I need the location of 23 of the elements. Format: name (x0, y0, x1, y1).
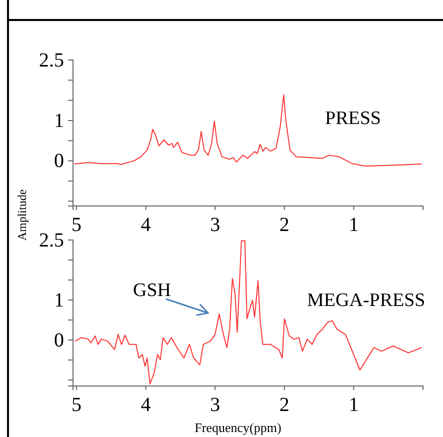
line-series (74, 240, 422, 384)
x-tick-label: 4 (140, 214, 151, 236)
x-tick-label: 1 (348, 214, 359, 236)
x-tick-label: 1 (348, 394, 359, 416)
x-tick-label: 3 (210, 214, 220, 236)
annotation: MEGA-PRESS (307, 290, 426, 311)
annotation: PRESS (325, 108, 381, 129)
x-tick-label: 2 (279, 214, 290, 236)
x-tick-label: 4 (140, 394, 151, 416)
x-tick-label: 2 (279, 394, 290, 416)
y-tick-label: 2.5 (39, 49, 64, 72)
y-axis-title: Amplitude (15, 189, 29, 241)
y-tick-label: 0 (54, 329, 64, 352)
x-tick-label: 5 (71, 394, 82, 416)
y-tick-label: 0 (54, 150, 64, 172)
x-tick-label: 5 (71, 214, 82, 236)
y-tick-label: 1 (54, 110, 64, 132)
annotation: GSH (133, 280, 172, 301)
line-series (74, 94, 422, 167)
x-tick-label: 3 (210, 394, 220, 416)
y-tick-label: 2.5 (39, 229, 64, 252)
y-tick-label: 1 (54, 289, 64, 312)
x-axis-title: Frequency(ppm) (194, 420, 282, 435)
